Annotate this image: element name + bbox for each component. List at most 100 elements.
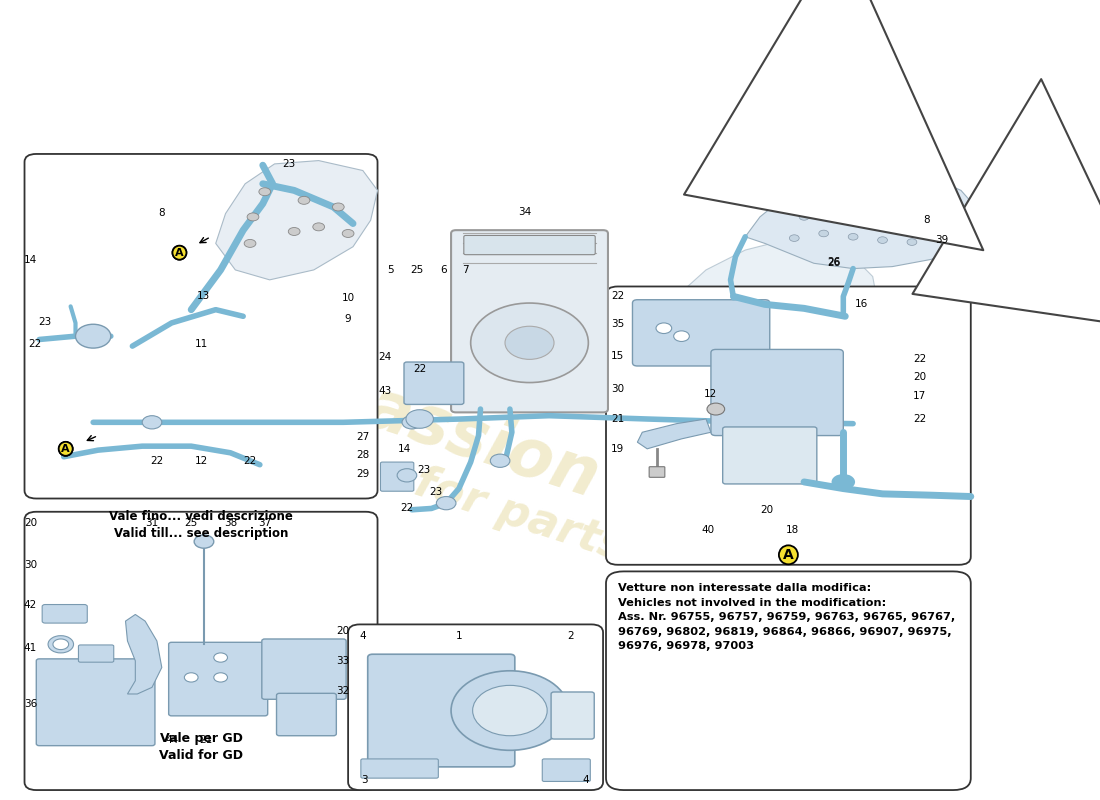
Text: 23: 23 [417,465,430,475]
Text: 2: 2 [568,630,574,641]
Text: 31: 31 [145,518,158,528]
Text: 13: 13 [197,291,210,302]
Text: 27: 27 [356,432,370,442]
Text: 26: 26 [827,258,840,268]
Text: Vale per GD
Valid for GD: Vale per GD Valid for GD [160,732,243,762]
Circle shape [406,410,433,428]
Circle shape [834,207,844,214]
Text: 23: 23 [283,159,296,169]
Text: 4: 4 [360,630,366,641]
Text: 20: 20 [913,372,926,382]
Text: 14: 14 [24,255,37,265]
Text: 24: 24 [378,352,392,362]
FancyBboxPatch shape [276,694,337,736]
Text: for parts: for parts [409,461,630,570]
Text: 37: 37 [258,518,272,528]
Text: 39: 39 [935,235,948,245]
Circle shape [288,227,300,235]
Text: 22: 22 [400,503,414,514]
FancyBboxPatch shape [649,466,664,478]
Circle shape [473,686,547,736]
Circle shape [312,223,324,231]
FancyBboxPatch shape [262,639,346,699]
FancyBboxPatch shape [24,512,377,790]
Text: 22: 22 [913,414,926,424]
Text: 20: 20 [337,626,350,636]
FancyBboxPatch shape [632,300,770,366]
FancyBboxPatch shape [551,692,594,739]
Text: 12: 12 [195,456,208,466]
Polygon shape [125,614,162,694]
Text: 12: 12 [704,390,717,399]
Circle shape [195,535,213,548]
FancyBboxPatch shape [404,362,464,405]
Text: 10: 10 [341,294,354,303]
Text: 14: 14 [397,444,410,454]
Circle shape [818,189,828,195]
Circle shape [673,331,690,342]
Circle shape [936,235,946,242]
FancyBboxPatch shape [451,230,608,412]
Text: 26: 26 [827,257,840,267]
Text: 32: 32 [337,686,350,696]
Text: Vale fino... vedi descrizione
Valid till... see description: Vale fino... vedi descrizione Valid till… [109,510,293,541]
Circle shape [854,182,862,189]
Text: 8: 8 [158,208,165,218]
Text: 21: 21 [612,414,625,424]
Text: 41: 41 [24,642,37,653]
Text: A: A [62,444,70,454]
Text: 22: 22 [913,354,926,364]
FancyBboxPatch shape [42,605,87,623]
FancyBboxPatch shape [606,571,971,790]
FancyBboxPatch shape [168,642,267,716]
Text: 16: 16 [855,299,868,310]
Circle shape [491,454,510,467]
FancyBboxPatch shape [36,659,155,746]
Circle shape [471,303,588,382]
FancyBboxPatch shape [78,645,113,662]
Circle shape [888,181,898,187]
Circle shape [848,234,858,240]
Text: 22: 22 [243,456,256,466]
Text: 44: 44 [165,735,178,746]
Text: 23: 23 [430,487,443,497]
Text: 38: 38 [223,518,238,528]
Text: 30: 30 [24,560,37,570]
Text: 7: 7 [462,265,469,275]
FancyBboxPatch shape [711,350,844,435]
Circle shape [437,497,456,510]
Text: 30: 30 [612,384,625,394]
Circle shape [868,204,878,210]
Text: 3: 3 [362,775,369,785]
Text: 4: 4 [582,775,588,785]
FancyBboxPatch shape [367,654,515,767]
Text: 17: 17 [913,391,926,401]
Circle shape [244,239,256,247]
Circle shape [76,324,111,348]
Text: 33: 33 [337,656,350,666]
Text: 35: 35 [612,319,625,330]
Circle shape [505,326,554,359]
Text: 36: 36 [24,699,37,709]
Text: 42: 42 [24,599,37,610]
Text: A: A [175,248,184,258]
Circle shape [185,673,198,682]
Circle shape [707,403,725,415]
Text: 1: 1 [455,630,462,641]
Circle shape [342,230,354,238]
Text: 25: 25 [185,518,198,528]
Circle shape [932,210,942,217]
FancyBboxPatch shape [348,625,603,790]
Circle shape [142,416,162,429]
Circle shape [397,469,417,482]
Text: 34: 34 [518,206,531,217]
Text: 29: 29 [356,469,370,479]
Circle shape [332,203,344,211]
FancyBboxPatch shape [606,286,971,565]
Text: 19: 19 [612,444,625,454]
Circle shape [451,670,569,750]
Text: 28: 28 [356,450,370,461]
Text: 22: 22 [151,456,164,466]
Circle shape [902,204,912,210]
Text: A: A [62,444,69,454]
